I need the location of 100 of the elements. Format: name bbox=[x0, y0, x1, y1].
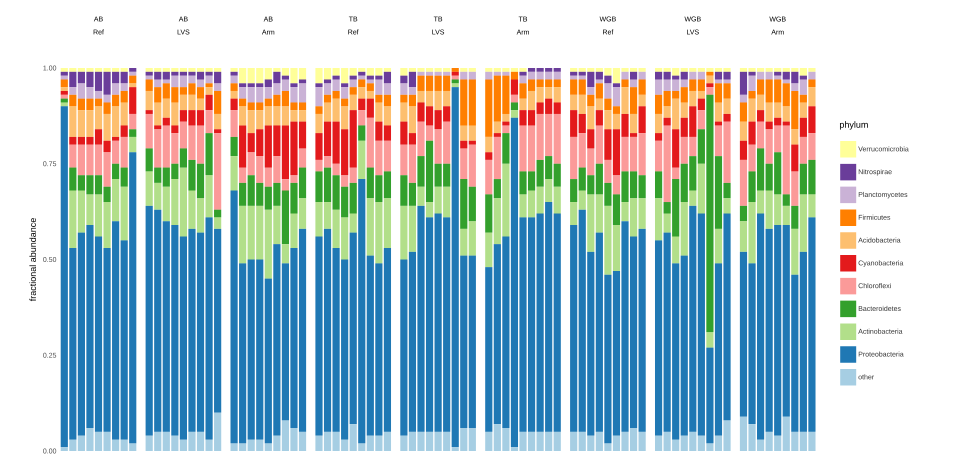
bar bbox=[510, 94, 518, 103]
bar bbox=[60, 98, 68, 103]
bar bbox=[638, 72, 646, 80]
bar bbox=[782, 194, 790, 206]
bar bbox=[808, 80, 816, 88]
bar bbox=[324, 80, 332, 84]
bar bbox=[230, 98, 238, 110]
bar bbox=[350, 80, 357, 88]
bar bbox=[664, 118, 671, 126]
bar bbox=[723, 198, 731, 214]
bar bbox=[654, 133, 662, 141]
bar bbox=[630, 114, 638, 134]
bar bbox=[485, 152, 492, 160]
bar bbox=[230, 137, 238, 156]
bar bbox=[60, 87, 68, 92]
bar bbox=[60, 80, 68, 88]
bar bbox=[358, 140, 366, 180]
bar bbox=[112, 137, 120, 141]
bar bbox=[171, 126, 178, 134]
bar bbox=[502, 133, 510, 164]
bar bbox=[230, 110, 238, 138]
bar bbox=[494, 122, 501, 134]
y-axis-title: fractional abundance bbox=[29, 218, 36, 302]
bar bbox=[214, 210, 222, 218]
bar bbox=[129, 87, 136, 114]
bar bbox=[452, 72, 459, 76]
bar bbox=[358, 76, 366, 80]
bar bbox=[654, 171, 662, 198]
bar bbox=[791, 206, 798, 229]
bar bbox=[510, 102, 518, 110]
bar bbox=[214, 114, 222, 130]
bar bbox=[298, 148, 306, 168]
bar bbox=[510, 80, 518, 95]
bar bbox=[452, 80, 459, 84]
bar bbox=[706, 87, 714, 95]
bar bbox=[129, 68, 136, 72]
bar bbox=[485, 137, 492, 152]
bar bbox=[621, 72, 629, 80]
bar bbox=[129, 83, 136, 88]
bar bbox=[230, 83, 238, 92]
bar bbox=[60, 94, 68, 99]
bar bbox=[315, 106, 323, 114]
bar bbox=[129, 137, 136, 152]
bar bbox=[60, 76, 68, 80]
bar bbox=[714, 122, 722, 126]
bar bbox=[205, 87, 213, 95]
bar bbox=[808, 72, 816, 80]
bar bbox=[146, 110, 153, 114]
bar bbox=[706, 332, 714, 348]
bar bbox=[638, 106, 646, 134]
bar bbox=[298, 80, 306, 84]
bar bbox=[230, 156, 238, 191]
bar bbox=[621, 80, 629, 88]
bar bbox=[230, 91, 238, 99]
bar bbox=[452, 76, 459, 80]
bar bbox=[129, 76, 136, 84]
bar bbox=[452, 68, 459, 72]
bar bbox=[723, 114, 731, 122]
bar bbox=[154, 126, 162, 130]
legend-title: phylum bbox=[840, 121, 868, 130]
bar bbox=[596, 80, 603, 84]
bar bbox=[510, 110, 518, 118]
bar bbox=[630, 80, 638, 88]
bar bbox=[740, 122, 748, 141]
bar bbox=[205, 94, 213, 110]
bar bbox=[129, 129, 136, 138]
bar bbox=[596, 110, 603, 126]
bar bbox=[757, 110, 764, 122]
bar bbox=[60, 91, 68, 95]
bar bbox=[740, 206, 748, 222]
bar bbox=[162, 118, 170, 126]
bar bbox=[60, 102, 68, 106]
bar bbox=[630, 72, 638, 80]
bar bbox=[358, 72, 366, 76]
bar bbox=[146, 76, 153, 80]
bar bbox=[214, 217, 222, 229]
bar bbox=[740, 94, 748, 103]
bar bbox=[230, 76, 238, 84]
bar bbox=[502, 122, 510, 126]
bar bbox=[214, 133, 222, 210]
bar bbox=[791, 129, 798, 145]
bar bbox=[341, 98, 348, 106]
bar bbox=[214, 91, 222, 114]
bar bbox=[452, 83, 459, 88]
bar bbox=[129, 72, 136, 76]
bar bbox=[587, 87, 594, 95]
bar bbox=[791, 144, 798, 172]
bar bbox=[502, 126, 510, 134]
bar bbox=[494, 133, 501, 138]
bar bbox=[698, 110, 705, 130]
bar bbox=[706, 76, 714, 84]
bar bbox=[782, 80, 790, 84]
bar bbox=[214, 83, 222, 92]
bar bbox=[129, 114, 136, 130]
bar bbox=[740, 102, 748, 122]
bar bbox=[714, 228, 722, 264]
bar bbox=[120, 126, 128, 138]
bar bbox=[358, 126, 366, 141]
bar bbox=[621, 87, 629, 114]
bar bbox=[350, 76, 357, 80]
